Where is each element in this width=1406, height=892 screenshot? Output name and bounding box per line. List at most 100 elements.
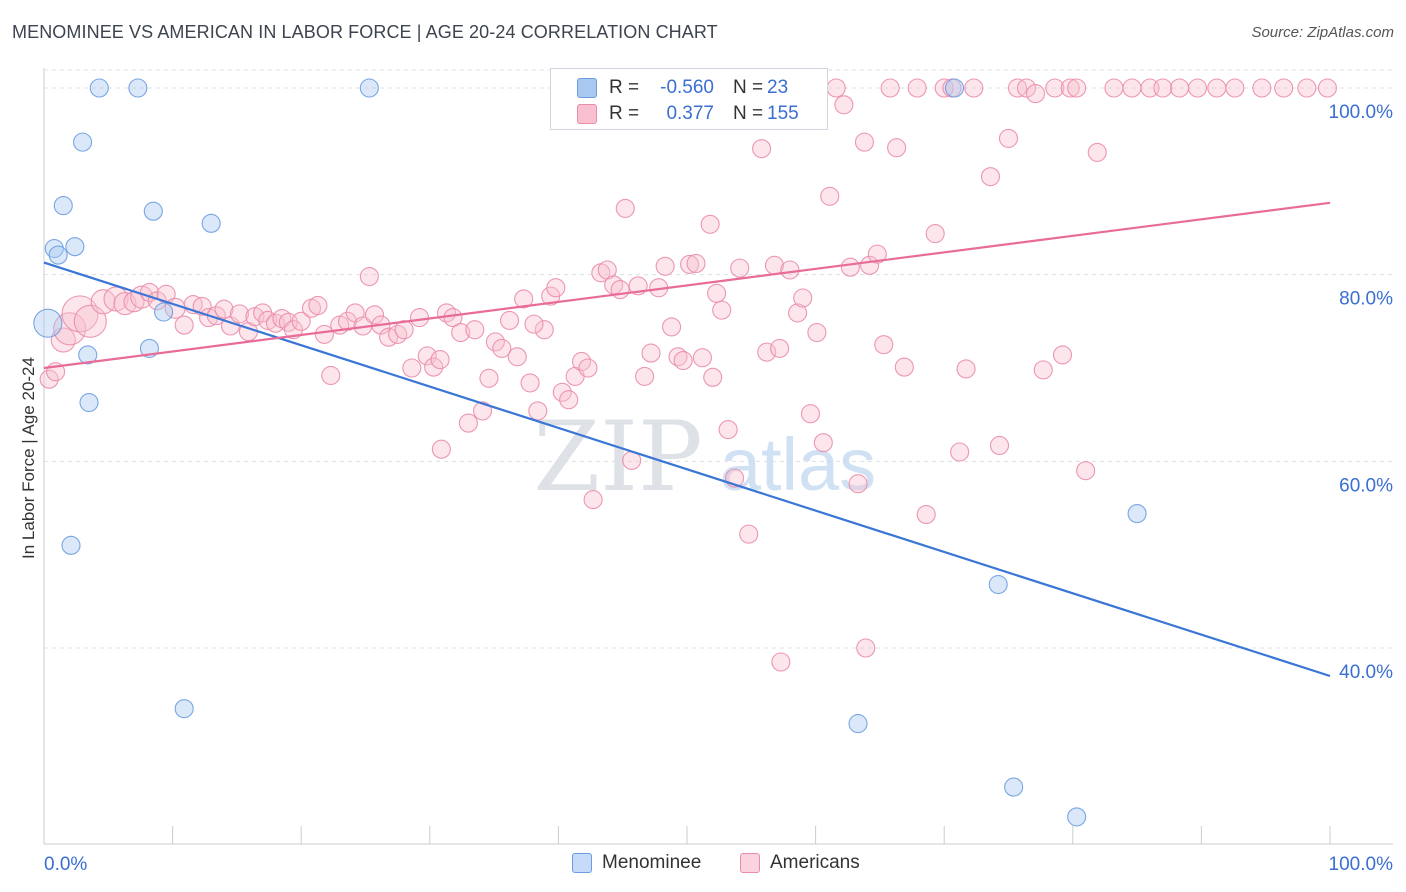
- americans-point: [1076, 461, 1096, 481]
- stats-r-value: -0.560: [660, 77, 714, 98]
- americans-point: [402, 358, 422, 378]
- americans-point: [998, 128, 1019, 148]
- americans-point: [771, 652, 791, 672]
- americans-point: [1297, 78, 1317, 98]
- americans-point: [472, 401, 493, 421]
- menominee-point: [33, 308, 63, 338]
- americans-point: [431, 439, 451, 459]
- stats-swatch-menominee: [577, 78, 597, 98]
- americans-point: [314, 324, 334, 344]
- americans-point: [1252, 78, 1272, 98]
- americans-point: [465, 320, 485, 340]
- americans-point: [880, 78, 900, 98]
- chart-title: MENOMINEE VS AMERICAN IN LABOR FORCE | A…: [12, 22, 718, 42]
- menominee-point: [143, 201, 163, 221]
- americans-trend-line: [43, 201, 1331, 370]
- legend-label-americans: Americans: [770, 852, 860, 873]
- americans-point: [359, 266, 379, 287]
- americans-point: [364, 305, 385, 325]
- americans-point: [757, 342, 777, 362]
- menominee-point: [48, 245, 68, 265]
- americans-point: [662, 317, 682, 337]
- stats-legend: R = -0.560 N = 23 R = 0.377 N = 155: [550, 68, 828, 130]
- americans-point: [668, 347, 688, 367]
- americans-point: [826, 78, 846, 98]
- americans-point: [1025, 84, 1046, 104]
- americans-point: [272, 308, 292, 329]
- americans-point: [925, 224, 945, 244]
- americans-point: [712, 300, 732, 320]
- y-tick-label-40: 40.0%: [1339, 662, 1393, 683]
- legend-item-americans[interactable]: Americans: [740, 852, 860, 874]
- americans-point: [424, 357, 444, 377]
- americans-point: [417, 346, 437, 366]
- stats-row-americans: R = 0.377 N = 155: [551, 101, 827, 127]
- americans-point: [894, 357, 914, 377]
- americans-point: [546, 278, 566, 298]
- americans-point: [90, 289, 116, 315]
- americans-point: [907, 78, 927, 98]
- menominee-point: [848, 714, 868, 734]
- series-menominee: [33, 78, 1147, 827]
- americans-point: [524, 314, 544, 334]
- americans-point: [492, 338, 512, 358]
- americans-point: [964, 78, 984, 98]
- americans-point: [807, 322, 827, 343]
- americans-point: [916, 504, 936, 525]
- menominee-point: [359, 78, 379, 98]
- americans-point: [848, 474, 868, 494]
- americans-point: [800, 404, 821, 424]
- americans-point: [1104, 78, 1124, 98]
- americans-point: [499, 310, 520, 330]
- menominee-point: [154, 302, 174, 322]
- americans-point: [1052, 345, 1073, 365]
- americans-point: [840, 257, 860, 277]
- watermark-zip: ZIP: [533, 401, 702, 513]
- americans-point: [1169, 78, 1190, 98]
- americans-point: [1274, 78, 1294, 98]
- americans-point: [686, 253, 706, 274]
- americans-point: [528, 401, 548, 421]
- series-americans: [39, 78, 1337, 672]
- gridlines: [44, 69, 1393, 649]
- americans-point: [578, 358, 598, 378]
- menominee-point: [944, 78, 965, 98]
- americans-point: [707, 283, 727, 303]
- americans-point: [1016, 78, 1037, 98]
- americans-point: [813, 433, 833, 453]
- stats-n-label: N =: [733, 77, 764, 98]
- americans-point: [854, 132, 875, 152]
- americans-point: [520, 373, 540, 393]
- menominee-point: [73, 132, 93, 152]
- americans-point: [1045, 78, 1065, 98]
- americans-point: [1187, 78, 1208, 98]
- americans-point: [229, 304, 250, 324]
- americans-point: [739, 524, 759, 544]
- americans-point: [583, 490, 603, 510]
- americans-point: [788, 303, 808, 323]
- americans-point: [39, 369, 59, 389]
- americans-point: [692, 348, 712, 368]
- menominee-point: [79, 392, 99, 413]
- americans-point: [874, 335, 894, 355]
- legend-item-menominee[interactable]: Menominee: [572, 852, 701, 874]
- menominee-point: [128, 78, 148, 98]
- americans-point: [950, 442, 970, 462]
- americans-point: [174, 315, 194, 335]
- americans-point: [1207, 78, 1227, 98]
- americans-point: [479, 368, 499, 388]
- americans-point: [770, 338, 790, 358]
- americans-point: [1033, 360, 1053, 380]
- menominee-point: [988, 574, 1008, 595]
- americans-point: [514, 289, 534, 309]
- americans-point: [559, 390, 579, 410]
- americans-point: [451, 322, 471, 343]
- stats-r-label: R =: [609, 77, 640, 98]
- americans-point: [534, 320, 554, 340]
- americans-point: [73, 304, 107, 338]
- x-tick-label-left: 0.0%: [44, 854, 87, 875]
- americans-point: [980, 167, 1001, 187]
- americans-point: [703, 367, 723, 387]
- bottom-legend: Menominee Americans: [0, 852, 1406, 878]
